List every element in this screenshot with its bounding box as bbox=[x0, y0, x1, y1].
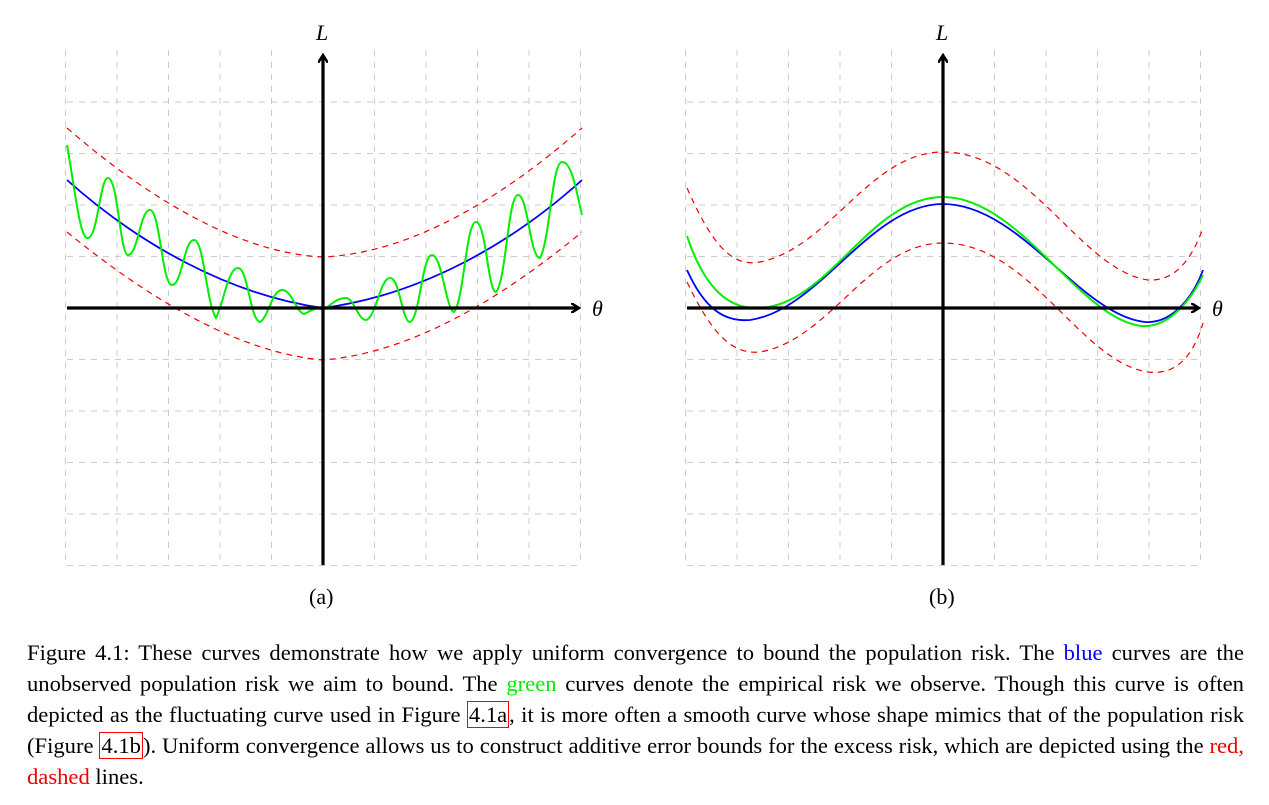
caption-text-4: , it is more often a smooth curve whose … bbox=[27, 702, 1244, 758]
figure-ref-4-1a-link[interactable]: 4.1a bbox=[466, 701, 510, 728]
upper-bound-curve-b bbox=[686, 151, 1204, 281]
caption-text-6: lines. bbox=[89, 764, 144, 789]
population-risk-curve-b bbox=[686, 203, 1204, 323]
panel-b: L θ (b) bbox=[685, 20, 1223, 609]
x-axis-label-b: θ bbox=[1212, 296, 1223, 321]
panel-label-a: (a) bbox=[309, 584, 333, 609]
y-axis-label-a: L bbox=[315, 20, 328, 45]
caption-text-3: curves denote the empirical risk we obse… bbox=[27, 671, 1244, 727]
figure: L θ (a) L θ (b) bbox=[65, 20, 1223, 609]
caption-green-word: green bbox=[506, 671, 557, 696]
y-axis-label-b: L bbox=[935, 20, 948, 45]
caption-red-dashed-words: red, dashed bbox=[27, 733, 1244, 789]
caption-text-5: ). Uniform convergence allows us to cons… bbox=[142, 733, 1210, 758]
caption-text-1: Figure 4.1: These curves demonstrate how… bbox=[27, 640, 1055, 665]
x-axis-label-a: θ bbox=[592, 296, 603, 321]
figure-caption: Figure 4.1: These curves demonstrate how… bbox=[27, 637, 1244, 792]
panel-a: L θ (a) bbox=[65, 20, 603, 609]
panel-label-b: (b) bbox=[929, 584, 955, 609]
figure-ref-4-1b-link[interactable]: 4.1b bbox=[99, 732, 143, 759]
caption-text-2: curves are the unobserved population ris… bbox=[27, 640, 1244, 696]
caption-blue-word: blue bbox=[1063, 640, 1103, 665]
